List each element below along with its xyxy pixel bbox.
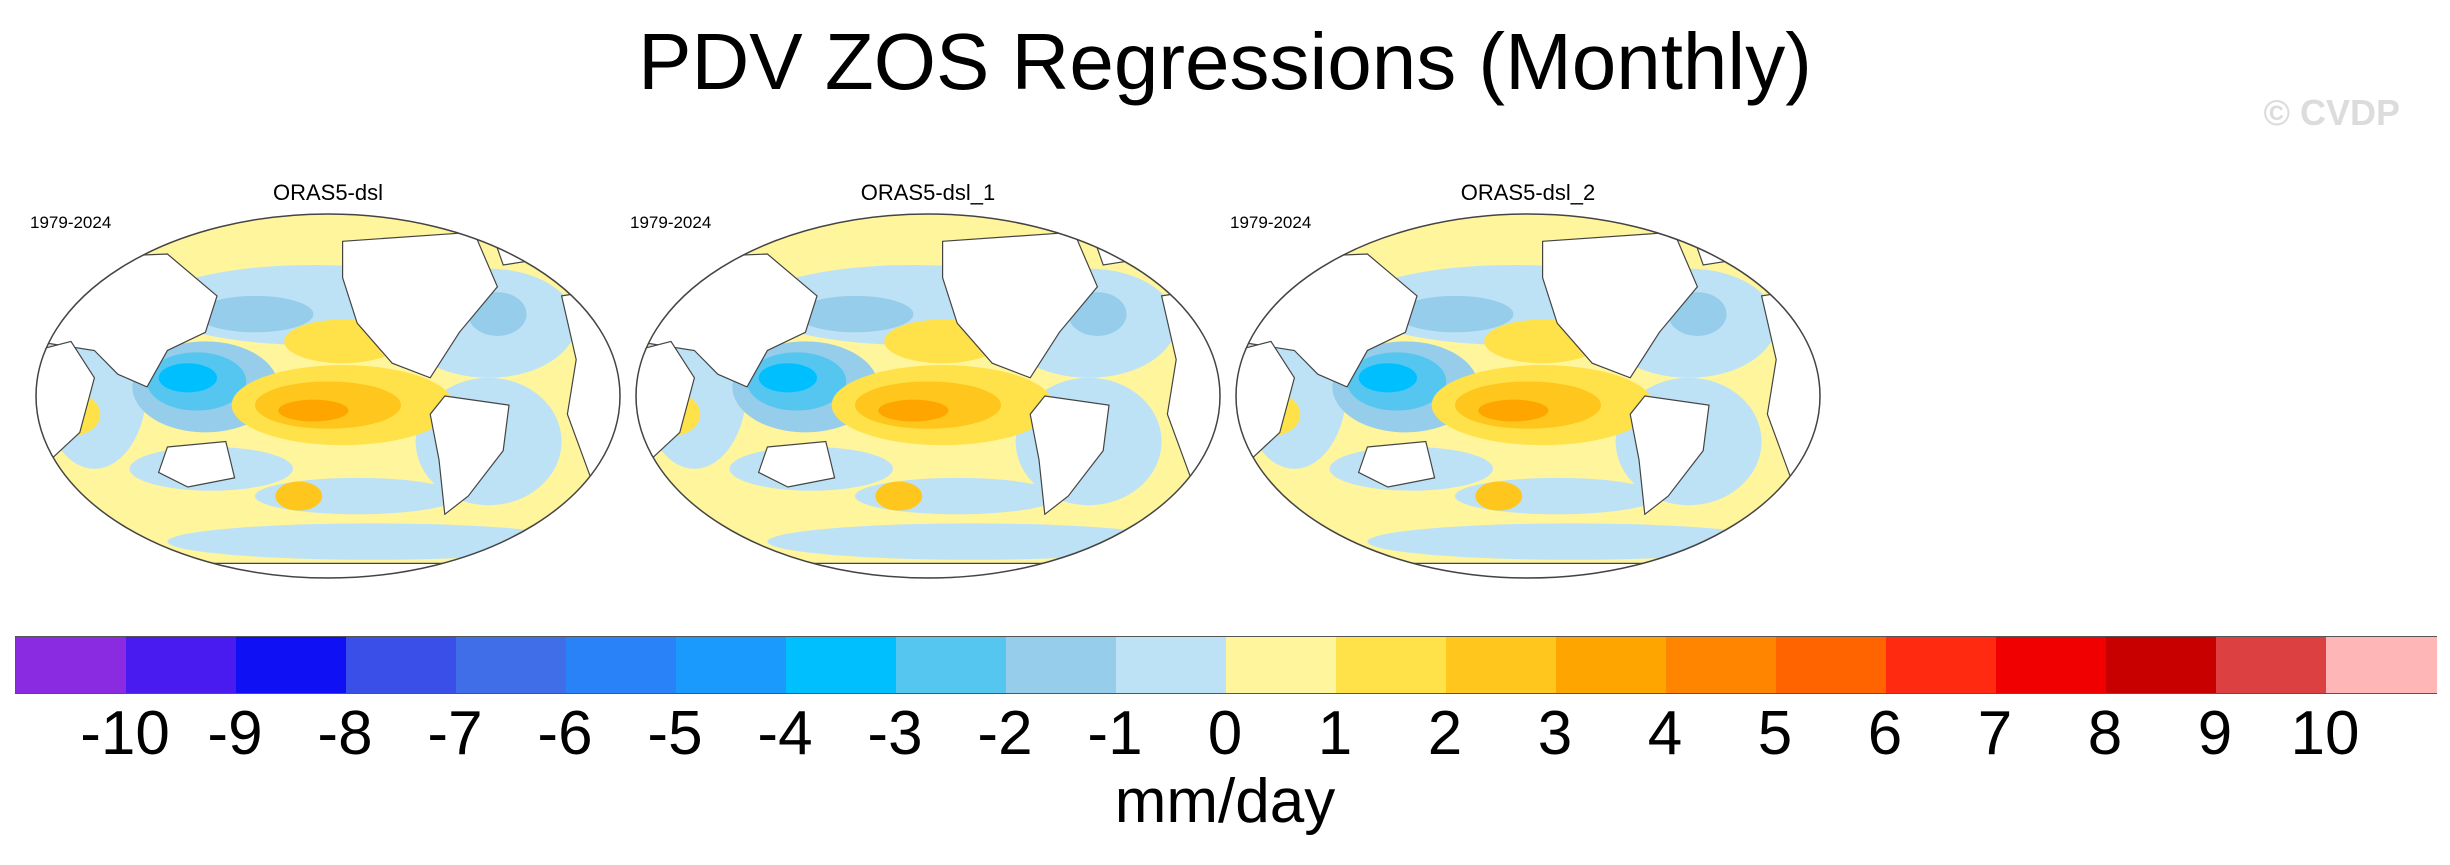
colorbar-tick-label: 7 — [1977, 699, 2013, 768]
ocean-field — [636, 214, 1220, 578]
ocean-field — [1236, 214, 1820, 578]
colorbar-swatch — [16, 637, 127, 693]
positive-anomaly — [1478, 399, 1549, 422]
negative-anomaly — [767, 523, 1177, 560]
negative-anomaly — [1396, 295, 1514, 333]
negative-anomaly — [796, 295, 914, 333]
colorbar-tick-label: -10 — [80, 699, 170, 768]
land-africa — [636, 340, 696, 470]
colorbar-swatch — [346, 637, 457, 693]
positive-anomaly — [278, 399, 349, 422]
panel-title: ORAS5-dsl — [272, 180, 384, 205]
globe-outline — [1235, 213, 1821, 579]
colorbar-swatch — [456, 637, 567, 693]
colorbar-swatch — [1446, 637, 1557, 693]
colorbar-swatch — [126, 637, 237, 693]
positive-anomaly — [1475, 481, 1523, 511]
colorbar-tick-labels: -10 -9 -8 -7 -6 -5 -4 -3 -2 -1 0 1 2 3 4 5 6 7 8 9 10 — [0, 694, 2450, 774]
colorbar-tick-label: -8 — [317, 699, 373, 768]
colorbar-swatch — [786, 637, 897, 693]
colorbar-tick-label: -2 — [977, 699, 1033, 768]
colorbar-tick-label: 6 — [1867, 699, 1903, 768]
copyright-watermark: © CVDP — [2263, 92, 2400, 133]
negative-anomaly — [758, 363, 818, 393]
panel-period: 1979-2024 — [1230, 213, 1312, 232]
colorbar-swatch — [2326, 637, 2437, 693]
land-australia — [157, 440, 236, 488]
colorbar-swatch — [676, 637, 787, 693]
colorbar-tick-label: 8 — [2087, 699, 2123, 768]
land-north-america — [1542, 231, 1699, 379]
map-panel-oras5-dsl-1: ORAS5-dsl_1 1979-2024 — [628, 176, 1228, 586]
map-panel-oras5-dsl-2: ORAS5-dsl_2 1979-2024 — [1228, 176, 1828, 586]
globe-outline — [635, 213, 1221, 579]
panel-title: ORAS5-dsl_1 — [860, 180, 996, 205]
panel-period: 1979-2024 — [630, 213, 712, 232]
negative-anomaly — [158, 363, 218, 393]
colorbar-tick-label: 10 — [2290, 699, 2360, 768]
units-label: mm/day — [1114, 767, 1336, 836]
positive-anomaly — [878, 399, 949, 422]
world-map — [635, 213, 1221, 579]
colorbar-tick-label: -5 — [647, 699, 703, 768]
colorbar-tick-label: 2 — [1427, 699, 1463, 768]
world-map — [35, 213, 621, 579]
colorbar-swatch — [2216, 637, 2327, 693]
negative-anomaly — [167, 523, 577, 560]
land-north-america — [342, 231, 499, 379]
colorbar-tick-label: 1 — [1317, 699, 1353, 768]
colorbar-swatch — [1336, 637, 1447, 693]
colorbar-swatch — [566, 637, 677, 693]
land-antarctica — [36, 562, 620, 578]
land-australia — [757, 440, 836, 488]
land-south-america — [1629, 395, 1710, 516]
land-north-america — [942, 231, 1099, 379]
colorbar-swatch — [2106, 637, 2217, 693]
land-antarctica — [636, 562, 1220, 578]
colorbar — [15, 636, 2437, 694]
map-panel-oras5-dsl: ORAS5-dsl 1979-2024 — [28, 176, 628, 586]
colorbar-tick-label: 0 — [1207, 699, 1243, 768]
colorbar-swatch — [1006, 637, 1117, 693]
colorbar-tick-label: -6 — [537, 699, 593, 768]
figure-title: PDV ZOS Regressions (Monthly) — [638, 17, 1812, 106]
colorbar-swatch — [236, 637, 347, 693]
ocean-field — [36, 214, 620, 578]
colorbar-swatch — [1226, 637, 1337, 693]
colorbar-tick-label: -3 — [867, 699, 923, 768]
colorbar-swatch — [1666, 637, 1777, 693]
land-africa — [1236, 340, 1296, 470]
positive-anomaly — [275, 481, 323, 511]
colorbar-swatch — [1776, 637, 1887, 693]
colorbar-tick-label: 3 — [1537, 699, 1573, 768]
land-africa — [36, 340, 96, 470]
negative-anomaly — [1367, 523, 1777, 560]
colorbar-swatch — [1556, 637, 1667, 693]
colorbar-tick-label: 5 — [1757, 699, 1793, 768]
land-australia — [1357, 440, 1436, 488]
negative-anomaly — [196, 295, 314, 333]
colorbar-swatch — [1116, 637, 1227, 693]
panel-period: 1979-2024 — [30, 213, 112, 232]
colorbar-tick-label: -7 — [427, 699, 483, 768]
positive-anomaly — [875, 481, 923, 511]
colorbar-tick-label: -9 — [207, 699, 263, 768]
land-south-america — [429, 395, 510, 516]
colorbar-swatch — [1996, 637, 2107, 693]
globe-outline — [35, 213, 621, 579]
panel-title: ORAS5-dsl_2 — [1460, 180, 1596, 205]
colorbar-swatch — [896, 637, 1007, 693]
land-antarctica — [1236, 562, 1820, 578]
negative-anomaly — [1358, 363, 1418, 393]
colorbar-swatch — [1886, 637, 1997, 693]
land-south-america — [1029, 395, 1110, 516]
colorbar-tick-label: -4 — [757, 699, 813, 768]
colorbar-tick-label: -1 — [1087, 699, 1143, 768]
colorbar-tick-label: 9 — [2197, 699, 2233, 768]
world-map — [1235, 213, 1821, 579]
colorbar-tick-label: 4 — [1647, 699, 1683, 768]
